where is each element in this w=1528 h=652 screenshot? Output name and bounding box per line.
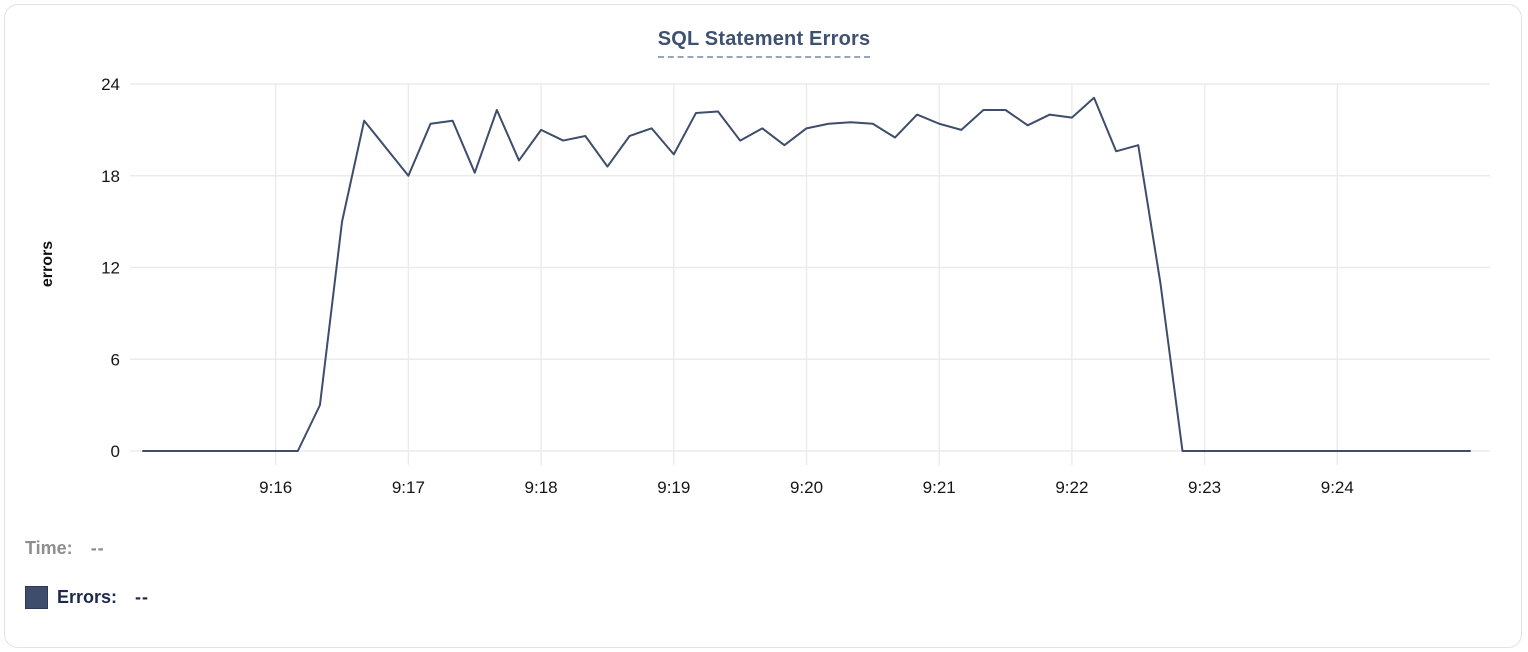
gridlines — [130, 83, 1490, 465]
x-tick-label: 9:20 — [790, 478, 823, 497]
y-tick-label: 0 — [111, 442, 120, 461]
tooltip-errors-value: -- — [135, 587, 150, 607]
legend-errors-label: Errors: — [57, 587, 118, 607]
x-tick-label: 9:21 — [923, 478, 956, 497]
x-tick-label: 9:23 — [1188, 478, 1221, 497]
y-tick-label: 12 — [101, 259, 120, 278]
x-tick-label: 9:22 — [1055, 478, 1088, 497]
x-tick-label: 9:19 — [657, 478, 690, 497]
x-tick-label: 9:16 — [259, 478, 292, 497]
sql-errors-line-chart[interactable]: 0 6 12 18 24 9:16 9:17 9:18 9:19 9:20 9:21 9:22 9:23… — [0, 0, 1528, 515]
legend-errors-row: Errors: -- — [25, 586, 149, 609]
chart-card — [4, 4, 1522, 648]
tooltip-time-label: Time: — [25, 538, 73, 558]
y-axis-label: errors — [39, 240, 56, 288]
errors-line — [142, 96, 1471, 452]
tooltip-time-value: -- — [90, 538, 105, 558]
errors-series-swatch — [25, 586, 48, 609]
series-errors — [142, 96, 1471, 452]
y-tick-label: 24 — [101, 75, 120, 94]
y-tick-label: 18 — [101, 167, 120, 186]
x-tick-label: 9:18 — [525, 478, 558, 497]
y-tick-label: 6 — [111, 350, 120, 369]
chart-title[interactable]: SQL Statement Errors — [657, 28, 871, 58]
axis-tick-labels: 0 6 12 18 24 9:16 9:17 9:18 9:19 9:20 9:21 9:22 9:23… — [101, 75, 1354, 497]
chart-header: SQL Statement Errors — [0, 28, 1528, 58]
x-tick-label: 9:24 — [1321, 478, 1354, 497]
x-tick-label: 9:17 — [392, 478, 425, 497]
tooltip-time-row: Time: -- — [25, 538, 105, 559]
